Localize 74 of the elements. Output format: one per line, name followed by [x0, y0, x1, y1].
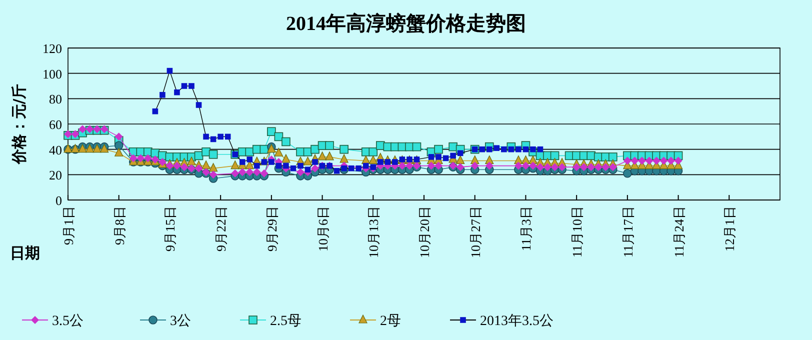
point — [362, 162, 369, 169]
point — [392, 159, 398, 165]
point — [160, 92, 166, 98]
point — [436, 154, 442, 160]
x-tick-label: 10月20日 — [417, 206, 432, 258]
y-tick-label: 100 — [42, 66, 62, 82]
point — [501, 146, 507, 152]
point — [348, 165, 354, 172]
point — [508, 146, 514, 152]
x-tick-label: 10月13日 — [366, 206, 382, 258]
point — [356, 165, 362, 172]
point — [276, 162, 282, 169]
point — [384, 159, 391, 165]
y-axis-title: 价格：元/斤 — [10, 84, 28, 166]
legend-label: 2母 — [380, 313, 401, 329]
point — [530, 146, 536, 152]
point — [224, 134, 231, 140]
point — [537, 146, 544, 152]
x-tick-label: 11月17日 — [620, 206, 636, 258]
x-tick-label: 12月1日 — [722, 206, 738, 252]
point — [268, 159, 274, 165]
x-tick-label: 11月3日 — [518, 206, 534, 252]
point — [283, 162, 289, 169]
point — [494, 145, 500, 151]
legend-label: 3.5公 — [52, 313, 84, 329]
y-tick-label: 120 — [42, 41, 62, 56]
point — [516, 146, 522, 152]
point — [370, 164, 376, 170]
x-tick-label: 9月1日 — [61, 206, 76, 245]
point — [334, 168, 340, 174]
point — [442, 155, 449, 162]
point — [312, 159, 318, 165]
y-tick-label: 20 — [49, 168, 62, 183]
point — [341, 165, 347, 172]
point — [210, 136, 216, 142]
point — [174, 89, 180, 96]
x-tick-label: 10月27日 — [468, 206, 483, 258]
point — [378, 159, 384, 165]
point — [203, 134, 209, 140]
point — [261, 159, 268, 165]
point — [479, 146, 486, 152]
chart-title: 2014年高淳螃蟹价格走势图 — [286, 12, 526, 35]
y-tick-label: 0 — [56, 193, 62, 208]
point — [254, 162, 260, 169]
point — [290, 165, 296, 172]
y-tick-label: 40 — [49, 142, 62, 158]
point — [188, 83, 194, 89]
point — [239, 159, 246, 165]
point — [196, 102, 202, 108]
point — [298, 162, 304, 169]
x-tick-label: 11月24日 — [671, 206, 686, 258]
legend-label: 3公 — [170, 313, 191, 329]
x-tick-label: 9月22日 — [214, 206, 229, 252]
point — [428, 154, 434, 160]
x-tick-label: 9月15日 — [162, 206, 178, 252]
y-tick-label: 80 — [49, 92, 62, 107]
legend-label: 2013年3.5公 — [480, 313, 554, 329]
x-axis-title: 日期 — [10, 244, 40, 262]
point — [218, 134, 224, 140]
x-tick-label: 11月10日 — [570, 206, 585, 258]
point — [486, 146, 492, 152]
legend-label: 2.5母 — [270, 313, 302, 329]
y-tick-label: 60 — [49, 117, 62, 132]
point — [304, 166, 311, 172]
x-tick-label: 10月6日 — [315, 206, 330, 252]
point — [181, 83, 188, 89]
point — [152, 108, 158, 114]
x-tick-label: 9月8日 — [112, 206, 127, 245]
point — [522, 146, 529, 152]
point — [166, 68, 173, 74]
x-tick-label: 9月29日 — [264, 206, 280, 252]
point — [450, 152, 456, 159]
point — [457, 150, 464, 156]
point — [246, 156, 253, 162]
